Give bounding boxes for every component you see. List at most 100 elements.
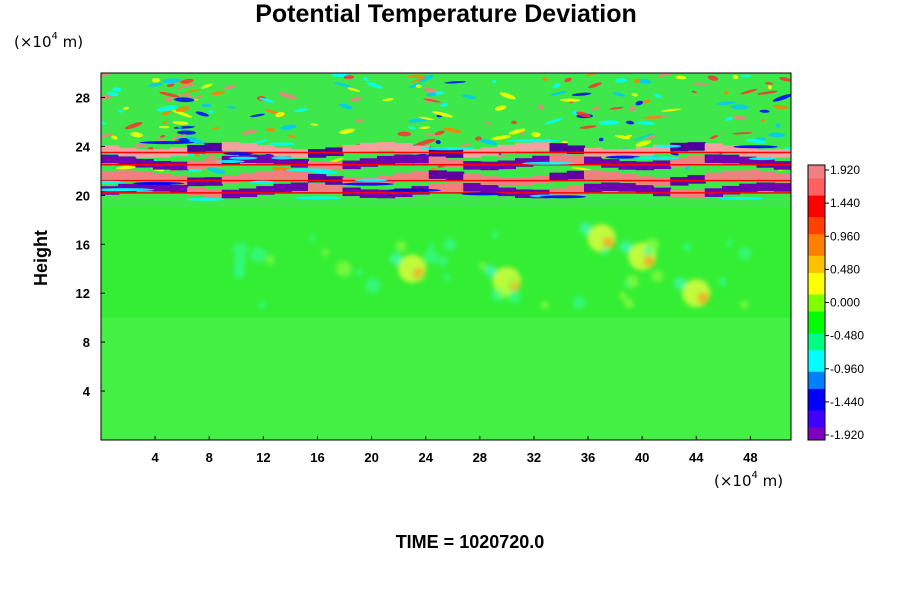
colorbar-segment bbox=[808, 186, 825, 192]
wave-blob bbox=[161, 78, 182, 84]
layer-segment bbox=[549, 172, 568, 182]
wave-blob bbox=[180, 78, 194, 84]
layer-segment bbox=[704, 154, 723, 163]
layer-segment bbox=[532, 155, 551, 165]
layer-segment bbox=[118, 183, 137, 193]
wave-blob bbox=[339, 128, 355, 135]
layer-segment bbox=[618, 149, 637, 158]
streak bbox=[632, 156, 680, 160]
colorbar-segment bbox=[808, 225, 825, 230]
layer-segment bbox=[601, 171, 620, 181]
colorbar-segment bbox=[808, 242, 825, 248]
wave-blob bbox=[544, 117, 564, 125]
colorbar-segment bbox=[808, 418, 825, 424]
streak bbox=[132, 181, 185, 185]
colorbar-segment bbox=[808, 199, 825, 205]
layer-segment bbox=[428, 170, 447, 179]
layer-segment bbox=[566, 145, 585, 155]
wave-blob bbox=[542, 76, 548, 81]
wave-blob bbox=[111, 135, 118, 140]
wave-blob bbox=[444, 81, 466, 84]
layer-segment bbox=[601, 159, 620, 168]
wave-blob bbox=[615, 78, 628, 83]
layer-segment bbox=[411, 154, 430, 164]
blob-small bbox=[335, 260, 352, 277]
layer-segment bbox=[756, 149, 775, 158]
wave-blob bbox=[772, 93, 791, 102]
blob-small bbox=[443, 238, 457, 252]
layer-segment bbox=[618, 183, 637, 192]
layer-segment bbox=[377, 189, 396, 199]
blob-cyan bbox=[579, 222, 592, 235]
y-tick-label: 24 bbox=[76, 139, 91, 154]
blob-orange bbox=[602, 237, 615, 250]
wave-blob bbox=[194, 153, 201, 157]
wave-blob bbox=[479, 138, 498, 145]
colorbar-segment bbox=[808, 298, 825, 303]
wave-blob bbox=[564, 77, 572, 83]
layer-segment bbox=[653, 177, 672, 187]
layer-segment bbox=[446, 159, 465, 168]
wave-blob bbox=[443, 127, 462, 134]
colorbar-segment bbox=[808, 285, 825, 291]
layer-segment bbox=[152, 182, 171, 192]
layer-segment bbox=[601, 149, 620, 158]
wave-blob bbox=[195, 111, 209, 117]
layer-segment bbox=[670, 142, 689, 152]
layer-segment bbox=[135, 182, 154, 192]
colorbar-segment bbox=[808, 190, 825, 196]
blob-small bbox=[395, 240, 407, 252]
colorbar-segment bbox=[808, 379, 825, 385]
wave-blob bbox=[162, 120, 168, 125]
layer-segment bbox=[773, 174, 791, 183]
layer-segment bbox=[290, 171, 309, 181]
layer-segment bbox=[118, 156, 137, 166]
wave-blob bbox=[275, 112, 285, 118]
wave-blob bbox=[407, 126, 417, 130]
wave-blob bbox=[170, 134, 187, 140]
colorbar-segment bbox=[808, 276, 825, 282]
wave-blob bbox=[133, 143, 147, 148]
wave-blob bbox=[366, 81, 383, 89]
wave-blob bbox=[757, 90, 778, 95]
streak bbox=[186, 197, 226, 201]
colorbar-segment bbox=[808, 349, 825, 355]
layer-segment bbox=[325, 147, 344, 157]
layer-segment bbox=[170, 161, 189, 171]
wave-blob bbox=[460, 142, 473, 147]
layer-segment bbox=[584, 156, 603, 166]
blob-small bbox=[427, 242, 435, 250]
y-tick-label: 20 bbox=[76, 188, 90, 203]
layer-segment bbox=[446, 182, 465, 192]
layer-segment bbox=[739, 170, 758, 179]
colorbar-segment bbox=[808, 289, 825, 295]
blob-small bbox=[541, 301, 549, 310]
wave-blob bbox=[432, 111, 454, 118]
blob-small bbox=[682, 242, 692, 252]
layer-segment bbox=[601, 182, 620, 192]
layer-segment bbox=[515, 142, 534, 152]
wave-blob bbox=[415, 138, 436, 146]
wave-blob bbox=[767, 132, 785, 138]
colorbar-segment bbox=[808, 435, 825, 441]
colorbar-label: 0.480 bbox=[830, 262, 860, 276]
colorbar-segment bbox=[808, 268, 825, 273]
layer-segment bbox=[773, 183, 791, 192]
layer-segment bbox=[497, 144, 516, 154]
wave-blob bbox=[778, 77, 791, 82]
wave-blob bbox=[116, 165, 138, 170]
layer-segment bbox=[635, 185, 654, 194]
wave-blob bbox=[208, 109, 214, 114]
y-axis: 4 8 12 16 20 24 28 bbox=[76, 90, 105, 399]
wave-blob bbox=[491, 135, 511, 140]
colorbar-segment bbox=[808, 246, 825, 252]
layer-segment bbox=[118, 170, 137, 179]
layer-segment bbox=[687, 175, 706, 184]
y-tick-label: 8 bbox=[83, 335, 90, 350]
layer-segment bbox=[670, 189, 689, 199]
wave-blob bbox=[591, 106, 600, 111]
y-tick-label: 28 bbox=[76, 90, 90, 105]
wave-blob bbox=[112, 87, 122, 92]
x-tick-label: 44 bbox=[689, 450, 704, 465]
layer-segment bbox=[377, 155, 396, 165]
